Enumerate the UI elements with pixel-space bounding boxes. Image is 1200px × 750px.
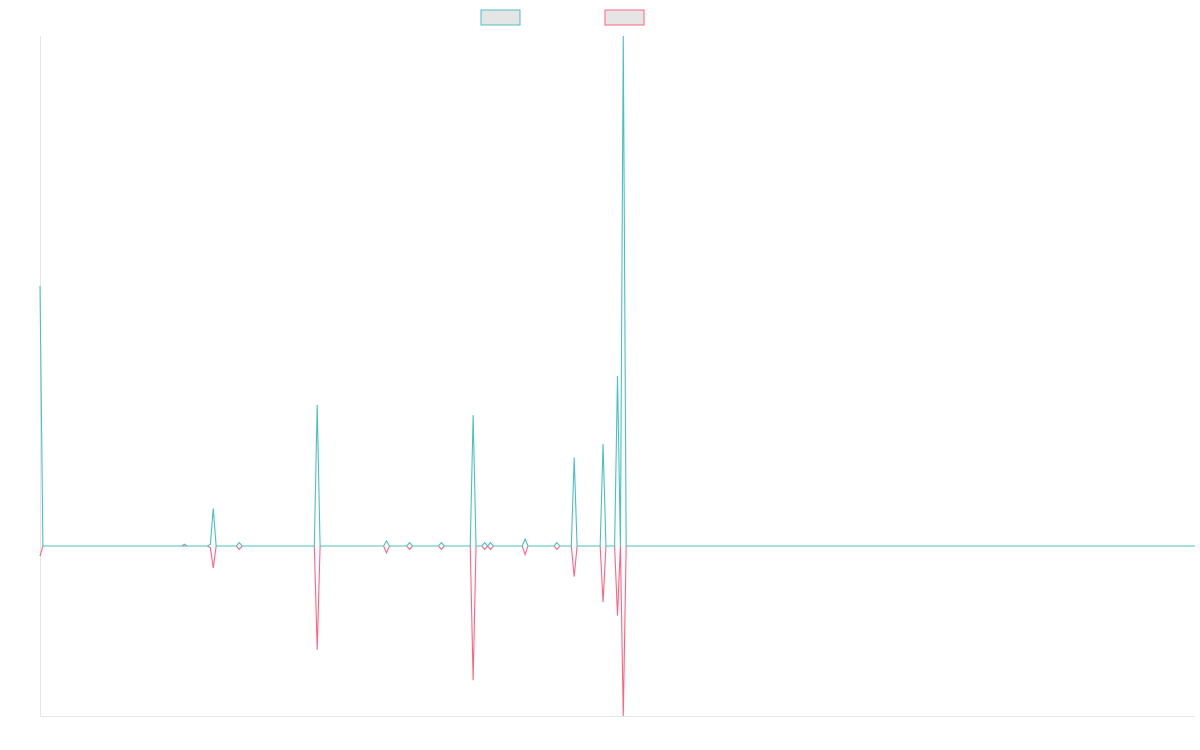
legend-swatch-series-2[interactable]: [604, 9, 645, 26]
legend-swatch-series-1[interactable]: [480, 9, 521, 26]
series-line-2[interactable]: [39, 545, 1195, 717]
legend: [480, 9, 645, 26]
series-line-1[interactable]: [39, 35, 1195, 547]
series-layer: [39, 35, 1195, 717]
